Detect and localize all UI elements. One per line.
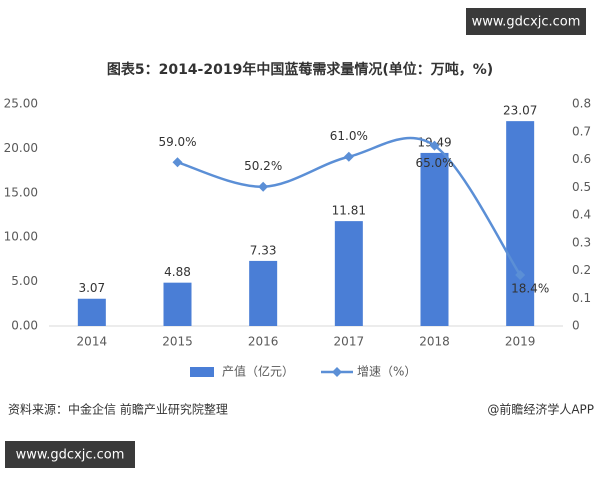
chart-title: 图表5：2014-2019年中国蓝莓需求量情况(单位：万吨，%) (107, 61, 493, 78)
y2-tick-label: 0.6 (572, 152, 591, 166)
line (177, 136, 522, 276)
bar (334, 221, 363, 326)
bar-value-label: 7.33 (250, 243, 277, 257)
watermark: www.gdcxjc.com (472, 15, 581, 30)
line-value-label: 18.4% (511, 281, 549, 295)
line-value-label: 65.0% (415, 156, 453, 170)
line-value-label: 61.0% (330, 129, 368, 143)
legend-label: 增速（%） (357, 365, 416, 379)
x-tick-label: 2015 (162, 335, 193, 349)
x-tick-label: 2018 (419, 335, 450, 349)
line-marker (429, 140, 440, 151)
y2-tick-label: 0.8 (572, 97, 591, 111)
y2-tick-label: 0 (572, 319, 580, 333)
bar (77, 298, 106, 326)
line-marker (515, 269, 526, 280)
y2-tick-label: 0.3 (572, 235, 591, 249)
legend-label: 产值（亿元） (222, 364, 294, 379)
y2-tick-label: 0.4 (572, 208, 591, 222)
watermark: www.gdcxjc.com (16, 448, 125, 463)
y-tick-label: 20.00 (4, 141, 38, 155)
bar-value-label: 23.07 (503, 104, 537, 118)
line-value-label: 59.0% (158, 135, 196, 149)
bar (420, 152, 449, 326)
y-tick-label: 5.00 (11, 274, 38, 288)
x-tick-label: 2016 (248, 335, 279, 349)
x-tick-label: 2017 (334, 335, 365, 349)
bar-value-label: 3.07 (78, 281, 105, 295)
x-tick-label: 2014 (77, 335, 108, 349)
line-marker (343, 151, 354, 162)
y-tick-label: 25.00 (4, 97, 38, 111)
legend-swatch (332, 367, 342, 377)
line-marker (258, 181, 269, 192)
y2-tick-label: 0.1 (572, 291, 591, 305)
watermark-box (5, 441, 135, 468)
line-value-label: 50.2% (244, 159, 282, 173)
bar (506, 121, 535, 326)
credit: @前瞻经济学人APP (487, 402, 594, 417)
bar-value-label: 4.88 (164, 265, 191, 279)
y-tick-label: 0.00 (11, 319, 38, 333)
y2-tick-label: 0.5 (572, 180, 591, 194)
x-tick-label: 2019 (505, 335, 536, 349)
bar-value-label: 11.81 (332, 204, 366, 218)
legend-swatch (190, 367, 214, 377)
watermark-box (466, 8, 586, 35)
line-marker (172, 157, 183, 168)
bar (163, 282, 192, 326)
source: 资料来源：中金企信 前瞻产业研究院整理 (8, 402, 228, 417)
y-tick-label: 15.00 (4, 185, 38, 199)
y2-tick-label: 0.2 (572, 263, 591, 277)
y-tick-label: 10.00 (4, 230, 38, 244)
y2-tick-label: 0.7 (572, 124, 591, 138)
bar (249, 260, 278, 326)
